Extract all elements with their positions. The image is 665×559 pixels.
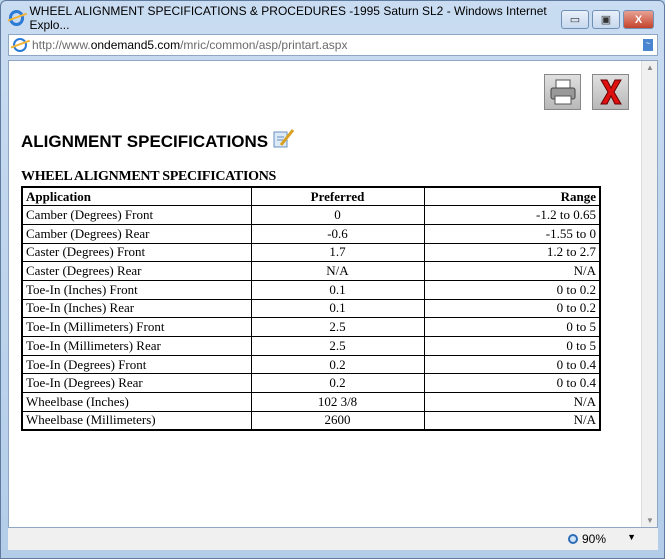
preferred-cell: 2.5	[250, 317, 425, 337]
application-cell: Toe-In (Inches) Rear	[21, 298, 252, 319]
table-row: Camber (Degrees) Front 0 -1.2 to 0.65	[21, 205, 601, 225]
page-heading: ALIGNMENT SPECIFICATIONS	[21, 129, 295, 152]
range-cell: 0 to 0.2	[423, 279, 601, 300]
status-bar: 90% ▼	[8, 528, 658, 550]
application-cell: Camber (Degrees) Rear	[21, 223, 252, 244]
table-header-row: Application Preferred Range	[21, 186, 601, 207]
url-domain: ondemand5.com	[90, 38, 181, 52]
table-row: Wheelbase (Millimeters) 2600 N/A	[21, 410, 601, 431]
preferred-cell: 0.1	[250, 279, 425, 300]
ie-logo-icon	[9, 10, 25, 26]
url-path: /mric/common/asp/printart.aspx	[180, 38, 348, 52]
title-bar: WHEEL ALIGNMENT SPECIFICATIONS & PROCEDU…	[9, 4, 559, 32]
range-cell: N/A	[423, 410, 601, 431]
range-cell: -1.2 to 0.65	[423, 205, 601, 225]
compatibility-icon[interactable]: ~	[643, 39, 653, 51]
zoom-level: 90%	[581, 532, 606, 546]
column-header: Range	[423, 186, 601, 207]
application-cell: Toe-In (Degrees) Front	[21, 354, 252, 375]
table-row: Toe-In (Millimeters) Front 2.5 0 to 5	[21, 317, 601, 337]
range-cell: 1.2 to 2.7	[423, 242, 601, 263]
table-row: Toe-In (Degrees) Front 0.2 0 to 0.4	[21, 354, 601, 375]
range-cell: 0 to 5	[423, 336, 601, 356]
edit-notes-icon[interactable]	[272, 128, 295, 148]
preferred-cell: 102 3/8	[250, 392, 425, 412]
range-cell: N/A	[423, 261, 601, 281]
range-cell: N/A	[423, 392, 601, 412]
maximize-button[interactable]: ▣	[592, 10, 620, 29]
application-cell: Caster (Degrees) Rear	[21, 261, 252, 281]
table-row: Caster (Degrees) Rear N/A N/A	[21, 261, 601, 281]
range-cell: -1.55 to 0	[423, 223, 601, 244]
zoom-icon	[567, 534, 578, 544]
range-cell: 0 to 5	[423, 317, 601, 337]
preferred-cell: 0	[250, 205, 425, 225]
preferred-cell: 0.2	[250, 354, 425, 375]
application-cell: Toe-In (Millimeters) Front	[21, 317, 252, 337]
specifications-table: Application Preferred Range Camber (Degr…	[21, 186, 601, 431]
zoom-control[interactable]: 90%	[567, 532, 606, 546]
print-button[interactable]	[544, 74, 581, 110]
ie-page-icon	[13, 38, 27, 52]
preferred-cell: N/A	[250, 261, 425, 281]
preferred-cell: 2600	[250, 410, 425, 431]
close-page-button[interactable]	[592, 74, 629, 110]
table-caption: WHEEL ALIGNMENT SPECIFICATIONS	[21, 169, 276, 184]
preferred-cell: -0.6	[250, 223, 425, 244]
table-row: Camber (Degrees) Rear -0.6 -1.55 to 0	[21, 223, 601, 244]
table-row: Caster (Degrees) Front 1.7 1.2 to 2.7	[21, 242, 601, 263]
application-cell: Toe-In (Inches) Front	[21, 279, 252, 300]
range-cell: 0 to 0.4	[423, 373, 601, 394]
application-cell: Wheelbase (Inches)	[21, 392, 252, 412]
printer-icon	[550, 79, 575, 105]
preferred-cell: 1.7	[250, 242, 425, 263]
url-prefix: http://www.	[32, 38, 91, 52]
zoom-dropdown-icon[interactable]: ▼	[627, 532, 636, 542]
preferred-cell: 0.2	[250, 373, 425, 394]
window-title: WHEEL ALIGNMENT SPECIFICATIONS & PROCEDU…	[29, 4, 547, 32]
table-row: Toe-In (Inches) Front 0.1 0 to 0.2	[21, 279, 601, 300]
column-header: Preferred	[250, 186, 425, 207]
page-content: ALIGNMENT SPECIFICATIONS WHEEL ALIGNMENT…	[8, 60, 658, 528]
vertical-scrollbar[interactable]: ▲ ▼	[641, 61, 657, 527]
application-cell: Toe-In (Degrees) Rear	[21, 373, 252, 394]
application-cell: Toe-In (Millimeters) Rear	[21, 336, 252, 356]
heading-text: ALIGNMENT SPECIFICATIONS	[21, 132, 269, 151]
range-cell: 0 to 0.2	[423, 298, 601, 319]
red-x-icon	[599, 79, 622, 105]
application-cell: Wheelbase (Millimeters)	[21, 410, 252, 431]
table-row: Toe-In (Inches) Rear 0.1 0 to 0.2	[21, 298, 601, 319]
close-window-button[interactable]: X	[623, 10, 654, 29]
minimize-button[interactable]: ▭	[561, 10, 589, 29]
table-row: Toe-In (Millimeters) Rear 2.5 0 to 5	[21, 336, 601, 356]
application-cell: Caster (Degrees) Front	[21, 242, 252, 263]
application-cell: Camber (Degrees) Front	[21, 205, 252, 225]
preferred-cell: 0.1	[250, 298, 425, 319]
table-row: Wheelbase (Inches) 102 3/8 N/A	[21, 392, 601, 412]
table-row: Toe-In (Degrees) Rear 0.2 0 to 0.4	[21, 373, 601, 394]
column-header: Application	[21, 186, 252, 207]
address-bar[interactable]: http://www. ondemand5.com/mric/common/asp…	[8, 34, 658, 56]
range-cell: 0 to 0.4	[423, 354, 601, 375]
preferred-cell: 2.5	[250, 336, 425, 356]
